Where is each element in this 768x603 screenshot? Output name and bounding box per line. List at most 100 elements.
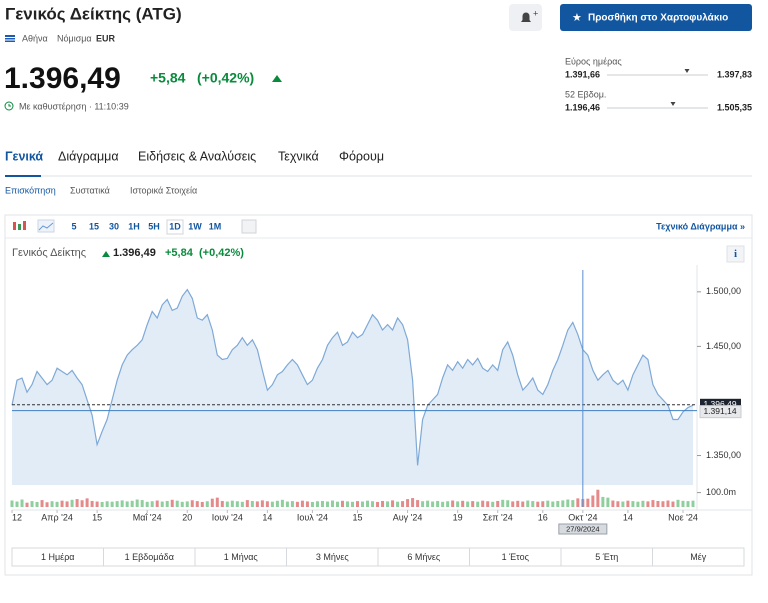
interval-button[interactable]: 15	[89, 221, 99, 231]
volume-bar	[456, 501, 460, 507]
volume-bar	[260, 500, 264, 507]
period-button[interactable]	[652, 547, 745, 567]
volume-bar	[371, 501, 375, 507]
info-button[interactable]: i	[726, 245, 745, 263]
volume-bar	[325, 501, 329, 507]
period-label[interactable]: 6 Μήνες	[407, 552, 441, 562]
interval-button[interactable]: 30	[109, 221, 119, 231]
settings-icon[interactable]	[241, 219, 257, 234]
volume-bar	[345, 501, 349, 507]
interval-button[interactable]: 5H	[148, 221, 160, 231]
volume-bar	[85, 498, 89, 507]
portfolio-button-label[interactable]: Προσθήκη στο Χαρτοφυλάκιο	[588, 13, 728, 24]
subtab[interactable]: Συστατικά	[70, 185, 110, 195]
alert-button[interactable]: +	[509, 4, 542, 31]
volume-bar	[290, 501, 294, 507]
interval-button[interactable]: 5	[71, 221, 76, 231]
volume-bar	[381, 500, 385, 507]
interval-button[interactable]: 1M	[209, 221, 222, 231]
volume-bar	[681, 500, 685, 507]
volume-bar	[636, 501, 640, 507]
volume-bar	[686, 501, 690, 507]
volume-bar	[446, 501, 450, 507]
volume-bar	[421, 501, 425, 507]
period-label[interactable]: 1 Ημέρα	[41, 552, 75, 562]
tab[interactable]: Τεχνικά	[278, 149, 319, 163]
volume-bar	[195, 501, 199, 507]
change: +5,84	[150, 70, 186, 86]
x-tick-label: Οκτ '24	[568, 512, 597, 522]
volume-bar	[411, 498, 415, 507]
volume-bar	[476, 501, 480, 507]
subtab[interactable]: Ιστορικά Στοιχεία	[130, 185, 197, 195]
period-label[interactable]: 5 Έτη	[595, 552, 618, 562]
volume-bar	[626, 500, 630, 507]
volume-bar	[666, 500, 670, 507]
volume-bar	[145, 501, 149, 507]
volume-bar	[516, 500, 520, 507]
flag	[5, 35, 15, 42]
volume-bar	[616, 501, 620, 507]
tab[interactable]: Φόρουμ	[339, 149, 384, 163]
candles-icon[interactable]	[13, 221, 26, 230]
volume-bar	[376, 501, 380, 507]
tab[interactable]: Διάγραμμα	[58, 149, 119, 163]
period-label[interactable]: 1 Μήνας	[224, 552, 259, 562]
area-icon[interactable]	[37, 219, 55, 233]
range-low: 1.196,46	[565, 102, 600, 112]
volume-bar	[265, 501, 269, 507]
volume-bar	[501, 499, 505, 507]
tab[interactable]: Γενικά	[5, 149, 43, 163]
volume-bar	[150, 501, 154, 507]
period-label[interactable]: 1 Εβδομάδα	[125, 552, 174, 562]
volume-bar	[210, 498, 214, 507]
volume-bar	[215, 497, 219, 507]
volume-bar	[436, 500, 440, 507]
volume-bar	[165, 500, 169, 507]
volume-bar	[130, 500, 134, 507]
last-close-tag	[700, 398, 741, 410]
volume-bar	[351, 501, 354, 507]
volume-bar	[335, 501, 339, 507]
period-label[interactable]: 3 Μήνες	[316, 552, 350, 562]
volume-bar	[651, 500, 655, 507]
interval-button[interactable]: 1D	[169, 221, 181, 231]
subtab[interactable]: Επισκόπηση	[5, 185, 56, 195]
volume-bar	[491, 501, 495, 507]
volume-bar	[481, 500, 485, 507]
volume-bar	[270, 501, 274, 507]
interval-button[interactable]: 1H	[128, 221, 140, 231]
tab[interactable]: Ειδήσεις & Αναλύσεις	[138, 149, 256, 163]
x-tick-label: Απρ '24	[41, 512, 73, 522]
volume-bar	[185, 501, 189, 507]
x-tick-label: 16	[538, 512, 548, 522]
interval-button[interactable]: 1W	[188, 221, 202, 231]
volume-bar	[431, 501, 435, 507]
x-tick-label: 20	[182, 512, 192, 522]
period-label[interactable]: Μέγ	[690, 552, 707, 562]
x-tick-label: 14	[262, 512, 272, 522]
legend-price: 1.396,49	[113, 247, 156, 259]
period-label[interactable]: 1 Έτος	[502, 552, 530, 562]
volume-bar	[30, 501, 34, 507]
portfolio-button[interactable]: ★ Προσθήκη στο Χαρτοφυλάκιο	[560, 4, 752, 31]
volume-bar	[621, 501, 625, 507]
volume-bar	[155, 500, 159, 507]
volume-bar	[451, 500, 455, 507]
clock-icon	[4, 101, 14, 111]
x-tick-label: 19	[453, 512, 463, 522]
volume-bar	[285, 501, 289, 507]
volume-bar	[40, 500, 44, 507]
range-high: 1.505,35	[717, 102, 752, 112]
crosshair-tag	[558, 523, 608, 535]
legend-change-percent: (+0,42%)	[199, 247, 244, 259]
volume-bar	[676, 499, 680, 507]
volume-bar	[596, 489, 600, 507]
volume-bar	[235, 501, 239, 507]
volume-bar	[225, 501, 229, 507]
volume-bar	[190, 500, 194, 507]
technical-chart-link[interactable]: Τεχνικό Διάγραμμα »	[656, 221, 745, 231]
y-tick-label: 1.450,00	[706, 341, 741, 351]
volume-bar	[536, 501, 540, 507]
volume-bar	[606, 497, 610, 507]
